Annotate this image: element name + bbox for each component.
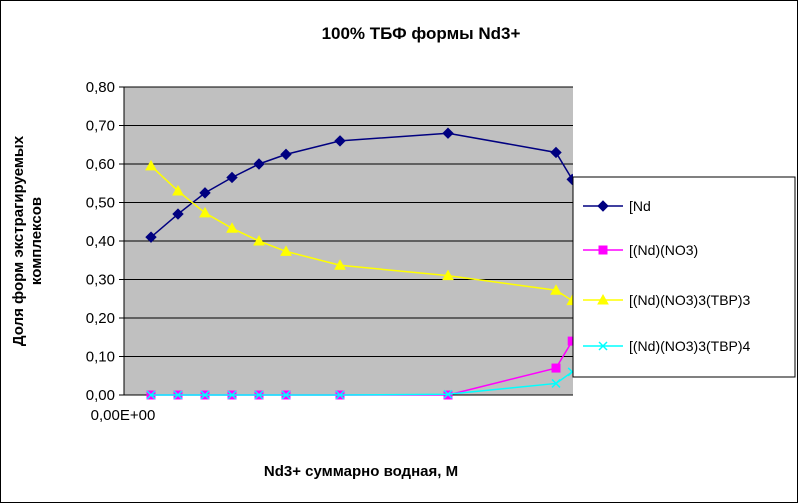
legend-marker <box>598 245 608 255</box>
x-axis-title: Nd3+ суммарно водная, М <box>264 463 458 480</box>
data-point <box>227 390 237 400</box>
data-point <box>254 390 264 400</box>
legend-item: [Nd <box>583 198 651 214</box>
data-point <box>226 222 238 233</box>
data-point <box>551 378 561 388</box>
y-tick-label: 0,70 <box>86 118 115 135</box>
legend-marker <box>597 200 609 212</box>
data-point <box>145 231 157 243</box>
series-line <box>150 165 573 302</box>
y-axis-title-line-1: Доля форм экстрагируемых <box>10 135 27 346</box>
data-point <box>280 148 292 161</box>
data-point <box>253 158 265 170</box>
data-point <box>442 269 454 281</box>
legend <box>572 176 796 378</box>
y-axis-title-line-2: комплексов <box>28 197 45 285</box>
data-point <box>566 294 573 306</box>
y-tick-labels: 0,00 0,10 0,20 0,30 0,40 0,50 0,60 0,70 0,80 <box>86 79 124 404</box>
series-3 <box>145 159 573 306</box>
y-tick-label: 0,40 <box>86 233 115 250</box>
data-point <box>443 389 453 399</box>
legend-label: [Nd <box>629 198 651 214</box>
data-point <box>335 390 345 400</box>
gridlines <box>124 86 573 357</box>
legend-items: [Nd [(Nd)(NO3) [(Nd)(NO3)3(TBP)3 [(Nd)(NO3)… <box>583 198 751 354</box>
data-point <box>172 208 184 220</box>
data-point <box>200 390 210 400</box>
y-tick-label: 0,00 <box>86 387 115 404</box>
data-point <box>551 363 561 373</box>
data-point <box>280 245 292 256</box>
series-1 <box>145 127 573 243</box>
data-point <box>334 259 346 270</box>
data-point <box>253 234 265 246</box>
data-point <box>334 135 346 147</box>
legend-label: [(Nd)(NO3)3(TBP)4 <box>629 338 751 354</box>
data-point <box>550 284 562 295</box>
series-line <box>151 371 573 396</box>
data-point <box>567 336 573 346</box>
data-point <box>199 206 211 218</box>
legend-item: [(Nd)(NO3)3(TBP)4 <box>583 338 751 354</box>
series-layer <box>145 127 573 400</box>
chart-title: 100% ТБФ формы Nd3+ <box>322 24 521 43</box>
series-line <box>150 132 573 238</box>
x-tick-label: 0,00E+00 <box>91 407 156 424</box>
data-point <box>199 187 211 199</box>
data-point <box>566 173 573 186</box>
series-4 <box>146 367 573 400</box>
legend-marker <box>598 341 608 351</box>
data-point <box>567 367 573 377</box>
y-tick-label: 0,80 <box>86 79 115 96</box>
data-point <box>145 159 157 171</box>
data-point <box>226 171 238 184</box>
data-point <box>172 184 184 196</box>
legend-marker <box>597 293 609 305</box>
data-point <box>281 390 291 400</box>
legend-item: [(Nd)(NO3)3(TBP)3 <box>583 292 751 308</box>
legend-label: [(Nd)(NO3) <box>629 242 698 258</box>
y-tick-label: 0,30 <box>86 272 115 289</box>
data-point <box>173 390 183 400</box>
data-point <box>442 127 454 139</box>
data-point <box>146 390 156 400</box>
y-tick-label: 0,20 <box>86 310 115 327</box>
data-point <box>550 146 562 159</box>
y-tick-label: 0,50 <box>86 195 115 212</box>
y-tick-label: 0,10 <box>86 349 115 366</box>
legend-item: [(Nd)(NO3) <box>583 242 698 258</box>
y-tick-label: 0,60 <box>86 156 115 173</box>
legend-label: [(Nd)(NO3)3(TBP)3 <box>629 292 751 308</box>
